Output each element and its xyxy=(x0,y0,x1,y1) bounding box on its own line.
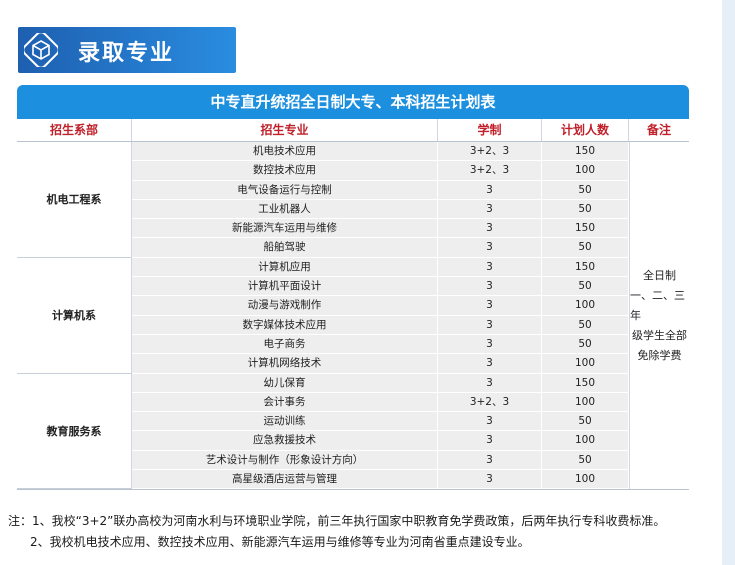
quota-cell: 100 xyxy=(542,470,629,490)
major-cell: 计算机平面设计 xyxy=(132,277,438,297)
major-cell: 电子商务 xyxy=(132,334,438,355)
major-cell: 运动训练 xyxy=(132,412,438,432)
quota-cell: 50 xyxy=(542,450,629,471)
duration-cell: 3 xyxy=(438,180,542,200)
column-header-duration: 学制 xyxy=(438,119,542,141)
duration-cell: 3 xyxy=(438,219,542,239)
major-cell: 动漫与游戏制作 xyxy=(132,296,438,316)
footnote-1: 注：1、我校“3+2”联办高校为河南水利与环境职业学院，前三年执行国家中职教育免… xyxy=(8,514,666,528)
column-header-remark: 备注 xyxy=(646,123,671,137)
major-cell: 工业机器人 xyxy=(132,199,438,220)
duration-cell: 3 xyxy=(438,257,542,278)
major-cell: 高星级酒店运营与管理 xyxy=(132,470,438,490)
table-title: 中专直升统招全日制大专、本科招生计划表 xyxy=(17,85,689,119)
duration-cell: 3 xyxy=(438,354,542,374)
table-header-row: 招生系部 招生专业 学制 计划人数 备注 xyxy=(17,119,689,142)
quota-cell: 100 xyxy=(542,392,629,413)
major-cell: 艺术设计与制作（形象设计方向） xyxy=(132,450,438,471)
duration-cell: 3 xyxy=(438,315,542,335)
table-bottom-border xyxy=(17,489,689,491)
major-cell: 船舶驾驶 xyxy=(132,238,438,258)
quota-cell: 50 xyxy=(542,315,629,335)
column-header-major: 招生专业 xyxy=(132,119,438,141)
duration-cell: 3 xyxy=(438,334,542,355)
major-cell: 机电技术应用 xyxy=(132,142,438,162)
major-cell: 电气设备运行与控制 xyxy=(132,180,438,200)
table-body: 全日制 一、二、三年 级学生全部 免除学费 机电工程系 机电技术应用 3+2、3 15… xyxy=(17,142,689,490)
section-header: 录取专业 xyxy=(18,27,236,73)
duration-cell: 3 xyxy=(438,412,542,432)
duration-cell: 3 xyxy=(438,199,542,220)
duration-cell: 3+2、3 xyxy=(438,392,542,413)
footnote-2: 2、我校机电技术应用、数控技术应用、新能源汽车运用与维修等专业为河南省重点建设专… xyxy=(30,535,530,549)
quota-cell: 100 xyxy=(542,431,629,451)
duration-cell: 3 xyxy=(438,450,542,471)
quota-cell: 100 xyxy=(542,354,629,374)
remark-line: 一、二、三年 xyxy=(630,288,685,322)
duration-cell: 3+2、3 xyxy=(438,142,542,162)
major-cell: 新能源汽车运用与维修 xyxy=(132,219,438,239)
remark-line: 级学生全部 xyxy=(632,328,687,342)
cube-icon xyxy=(24,33,58,67)
quota-cell: 150 xyxy=(542,219,629,239)
column-header-department: 招生系部 xyxy=(17,119,132,141)
major-cell: 计算机应用 xyxy=(132,257,438,278)
column-header-quota: 计划人数 xyxy=(542,119,629,141)
right-edge-strip xyxy=(722,0,735,565)
remark-line: 免除学费 xyxy=(637,348,682,362)
major-cell: 幼儿保育 xyxy=(132,373,438,393)
department-cell: 教育服务系 xyxy=(17,373,132,490)
major-cell: 计算机网络技术 xyxy=(132,354,438,374)
duration-cell: 3 xyxy=(438,277,542,297)
quota-cell: 150 xyxy=(542,373,629,393)
remark-cell: 全日制 一、二、三年 级学生全部 免除学费 xyxy=(629,142,689,490)
major-cell: 应急救援技术 xyxy=(132,431,438,451)
admission-plan-table: 中专直升统招全日制大专、本科招生计划表 招生系部 招生专业 学制 计划人数 备注… xyxy=(17,85,689,491)
quota-cell: 50 xyxy=(542,334,629,355)
quota-cell: 50 xyxy=(542,180,629,200)
quota-cell: 50 xyxy=(542,277,629,297)
major-cell: 数字媒体技术应用 xyxy=(132,315,438,335)
duration-cell: 3 xyxy=(438,373,542,393)
duration-cell: 3 xyxy=(438,238,542,258)
department-cell: 计算机系 xyxy=(17,257,132,374)
duration-cell: 3 xyxy=(438,296,542,316)
department-cell: 机电工程系 xyxy=(17,142,132,258)
major-cell: 数控技术应用 xyxy=(132,161,438,181)
section-title: 录取专业 xyxy=(78,41,175,66)
quota-cell: 100 xyxy=(542,296,629,316)
quota-cell: 100 xyxy=(542,161,629,181)
duration-cell: 3 xyxy=(438,470,542,490)
duration-cell: 3 xyxy=(438,431,542,451)
quota-cell: 50 xyxy=(542,238,629,258)
duration-cell: 3+2、3 xyxy=(438,161,542,181)
quota-cell: 50 xyxy=(542,199,629,220)
quota-cell: 50 xyxy=(542,412,629,432)
quota-cell: 150 xyxy=(542,142,629,162)
major-cell: 会计事务 xyxy=(132,392,438,413)
quota-cell: 150 xyxy=(542,257,629,278)
remark-line: 全日制 xyxy=(643,268,676,282)
